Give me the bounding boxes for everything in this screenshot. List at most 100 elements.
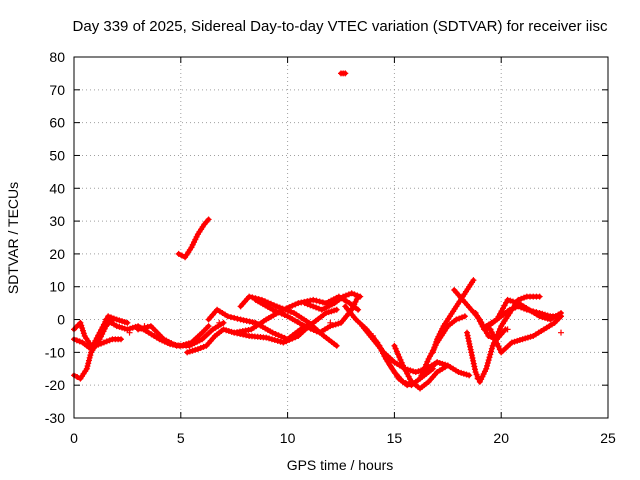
data-point	[492, 337, 499, 344]
data-point	[489, 342, 496, 349]
data-point	[476, 378, 483, 385]
data-point	[124, 319, 131, 326]
x-tick-label: 15	[387, 430, 403, 446]
data-point	[404, 382, 411, 389]
data-point	[539, 314, 546, 321]
series-scatter-outliers	[96, 319, 565, 382]
data-point	[333, 306, 340, 313]
data-point	[116, 317, 123, 324]
data-point	[481, 368, 488, 375]
data-point	[418, 372, 425, 379]
data-point	[119, 318, 126, 325]
data-point	[237, 316, 244, 323]
series-trace-r	[423, 359, 473, 379]
x-tick-label: 20	[493, 430, 509, 446]
series-trace-n	[376, 342, 436, 389]
data-point	[271, 337, 278, 344]
data-point	[188, 244, 195, 251]
data-point	[313, 328, 320, 335]
data-point	[307, 302, 314, 309]
data-point	[527, 333, 534, 340]
data-point	[283, 305, 290, 312]
data-point	[395, 351, 402, 358]
data-point	[240, 317, 247, 324]
data-point	[342, 292, 349, 299]
data-point	[275, 309, 282, 316]
data-point	[478, 376, 485, 383]
x-tick-label: 0	[70, 430, 78, 446]
data-point	[103, 338, 110, 345]
data-point	[192, 346, 199, 353]
data-point	[178, 252, 185, 259]
data-point	[184, 349, 191, 356]
data-point	[357, 293, 364, 300]
series-trace-w	[487, 313, 565, 356]
data-point	[106, 337, 113, 344]
data-point	[496, 325, 503, 332]
data-point	[269, 329, 276, 336]
data-point	[351, 301, 358, 308]
data-point	[393, 348, 400, 355]
data-point	[520, 294, 527, 301]
data-point	[144, 323, 151, 330]
data-point	[85, 357, 92, 364]
data-point	[263, 334, 270, 341]
data-point	[340, 293, 347, 300]
data-point	[541, 314, 548, 321]
data-point	[522, 335, 529, 342]
data-point	[465, 335, 472, 342]
outlier-point	[558, 329, 565, 336]
plot-frame	[73, 56, 609, 419]
data-point	[278, 310, 285, 317]
data-point	[119, 324, 126, 331]
data-point	[421, 364, 428, 371]
data-point	[487, 351, 494, 358]
data-point	[506, 306, 513, 313]
y-tick-label: 40	[49, 180, 65, 196]
data-point	[464, 329, 471, 336]
data-point	[186, 348, 193, 355]
series-trace-x	[175, 216, 212, 261]
data-point	[453, 316, 460, 323]
data-point	[313, 304, 320, 311]
data-point	[436, 360, 443, 367]
data-point	[471, 366, 478, 373]
data-point	[110, 315, 117, 322]
data-point	[234, 315, 241, 322]
data-point	[277, 338, 284, 345]
outlier-point	[370, 332, 377, 339]
data-point	[509, 305, 516, 312]
data-point	[74, 373, 81, 380]
data-point	[292, 301, 299, 308]
x-tick-label: 25	[600, 430, 616, 446]
data-point	[464, 332, 471, 339]
data-point	[281, 311, 288, 318]
data-point	[192, 236, 199, 243]
data-point	[463, 371, 470, 378]
data-point	[460, 370, 467, 377]
data-point	[507, 297, 514, 304]
data-point	[509, 298, 516, 305]
data-point	[512, 299, 519, 306]
data-point	[288, 308, 295, 315]
y-tick-label: -20	[45, 377, 65, 393]
data-point	[310, 303, 317, 310]
data-point	[485, 332, 492, 339]
data-point	[189, 347, 196, 354]
data-point	[536, 313, 543, 320]
data-point	[544, 315, 551, 322]
data-point	[205, 323, 212, 330]
data-point	[289, 302, 296, 309]
data-point	[272, 308, 279, 315]
data-point	[469, 354, 476, 361]
data-point	[494, 340, 501, 347]
data-point	[458, 369, 465, 376]
data-point	[138, 325, 145, 332]
data-point	[117, 336, 124, 343]
data-point	[496, 346, 503, 353]
data-point	[113, 316, 120, 323]
data-point	[224, 313, 231, 320]
data-point	[345, 291, 352, 298]
y-tick-label: 30	[49, 213, 65, 229]
series-trace-j	[252, 293, 362, 336]
